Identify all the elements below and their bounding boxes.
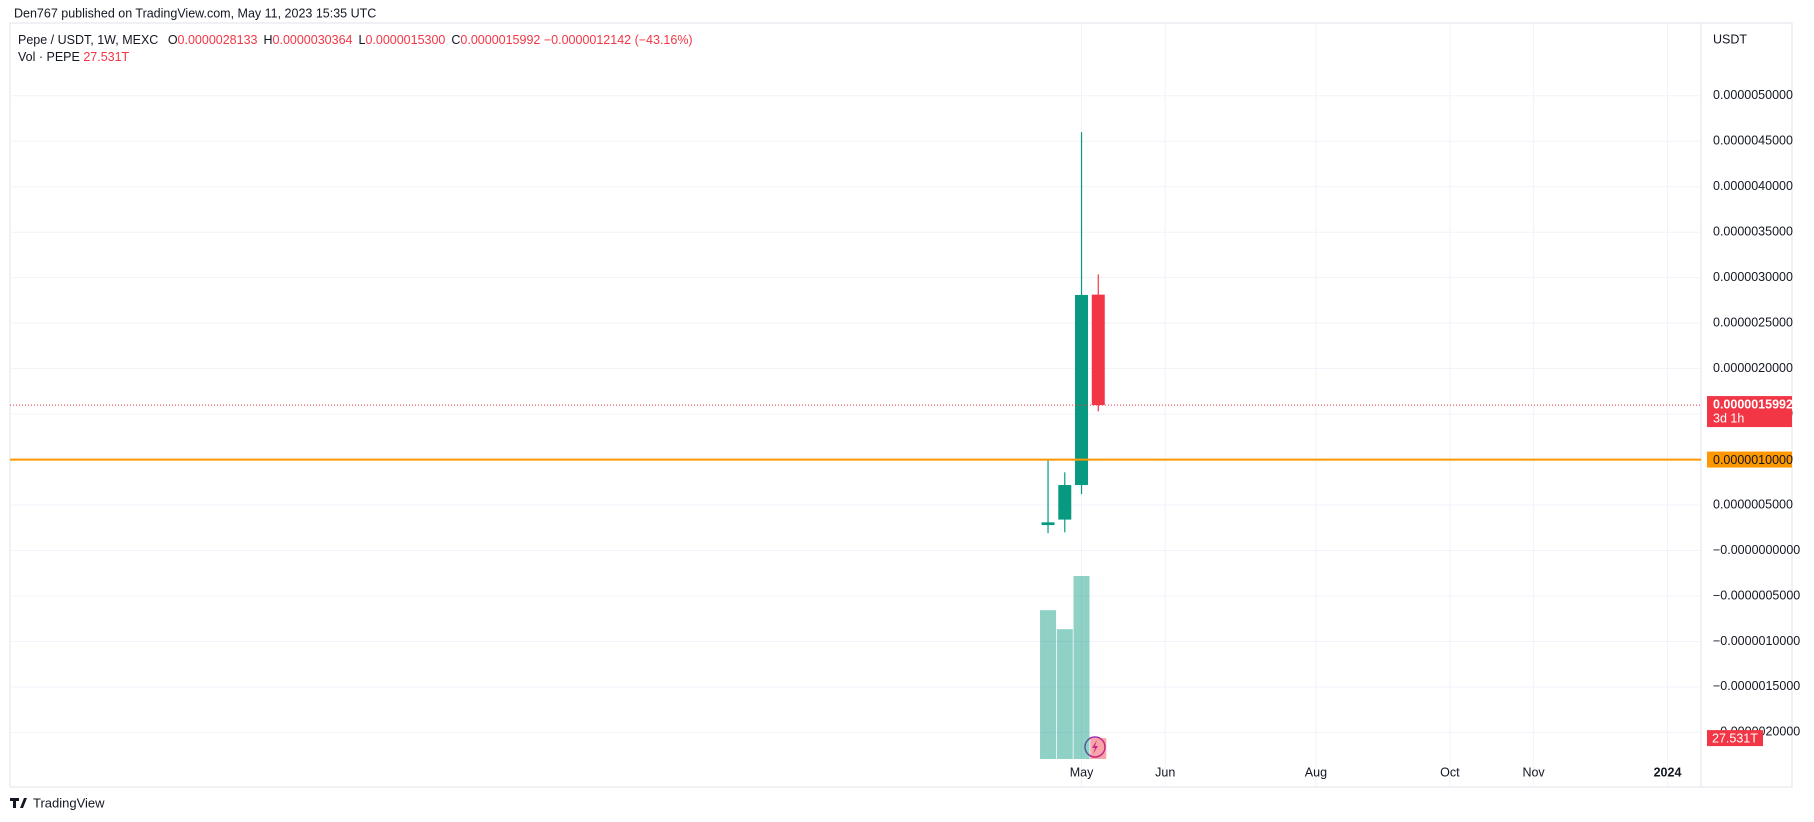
x-tick-label: Aug xyxy=(1305,765,1327,779)
legend-row: Pepe / USDT, 1W, MEXC O0.0000028133 H0.00… xyxy=(18,33,693,47)
volume-legend: Vol · PEPE 27.531T xyxy=(18,50,129,64)
symbol-title: Pepe / USDT, 1W, MEXC xyxy=(18,33,159,47)
x-tick-label: May xyxy=(1070,765,1094,779)
candle-body xyxy=(1091,294,1105,406)
footer-brand: TradingView xyxy=(33,795,105,810)
volume-axis-label: 27.531T xyxy=(1712,731,1758,745)
logo-icon xyxy=(10,798,27,808)
y-tick-label: 0.0000045000 xyxy=(1713,134,1793,148)
tradingview-logo: TradingView xyxy=(10,795,105,810)
y-tick-label: −0.0000015000 xyxy=(1713,679,1800,693)
publisher-header: Den767 published on TradingView.com, May… xyxy=(14,6,376,20)
alert-icon xyxy=(1084,736,1106,758)
ohlc-value: 0.0000015300 xyxy=(365,33,446,47)
ohlc-key: O xyxy=(167,33,178,47)
y-tick-label: 0.0000025000 xyxy=(1713,315,1793,329)
y-tick-label: 0.0000035000 xyxy=(1713,224,1793,238)
y-tick-label: −0.0000005000 xyxy=(1713,588,1800,602)
volume-bar xyxy=(1073,576,1090,759)
level-label: 0.0000010000 xyxy=(1713,453,1793,467)
x-tick-label: Nov xyxy=(1522,765,1545,779)
x-tick-label: Oct xyxy=(1440,765,1460,779)
y-tick-label: 0.0000050000 xyxy=(1713,88,1793,102)
level-label-box xyxy=(1707,451,1792,468)
candle-body xyxy=(1075,294,1089,486)
volume-title: Vol · PEPE xyxy=(18,50,80,64)
ohlc-value: 0.0000030364 xyxy=(272,33,353,47)
volume-label-box xyxy=(1707,730,1763,747)
y-tick-label: 0.0000030000 xyxy=(1713,270,1793,284)
x-tick-label: 2024 xyxy=(1654,765,1682,779)
ohlc-value: 0.0000028133 xyxy=(177,33,258,47)
y-tick-label: 0.0000040000 xyxy=(1713,179,1793,193)
last-price-box xyxy=(1707,396,1792,428)
y-tick-label: 0.0000020000 xyxy=(1713,361,1793,375)
ohlc-key: H xyxy=(263,33,273,47)
currency-label: USDT xyxy=(1713,32,1747,46)
ohlc-values: O0.0000028133 H0.0000030364 L0.0000015300 C… xyxy=(162,33,541,47)
change-value: −0.0000012142 (−43.16%) xyxy=(543,33,693,47)
x-tick-label: Jun xyxy=(1155,765,1175,779)
y-tick-label: −0.0000010000 xyxy=(1713,634,1800,648)
y-tick-label: 0.0000005000 xyxy=(1713,497,1793,511)
volume-value: 27.531T xyxy=(83,50,130,64)
last-price-label: 0.0000015992 xyxy=(1713,397,1793,411)
volume-bar xyxy=(1040,610,1057,759)
alert-bolt xyxy=(1092,740,1098,754)
ohlc-key: L xyxy=(358,33,366,47)
candle-body xyxy=(1041,522,1055,526)
ohlc-key: C xyxy=(451,33,461,47)
volume-bar xyxy=(1090,738,1107,759)
volume-bar xyxy=(1056,629,1073,759)
y-tick-label: −0.0000000000 xyxy=(1713,543,1800,557)
candle-body xyxy=(1058,485,1072,520)
ohlc-value: 0.0000015992 xyxy=(460,33,541,47)
countdown-label: 3d 1h xyxy=(1713,411,1744,425)
